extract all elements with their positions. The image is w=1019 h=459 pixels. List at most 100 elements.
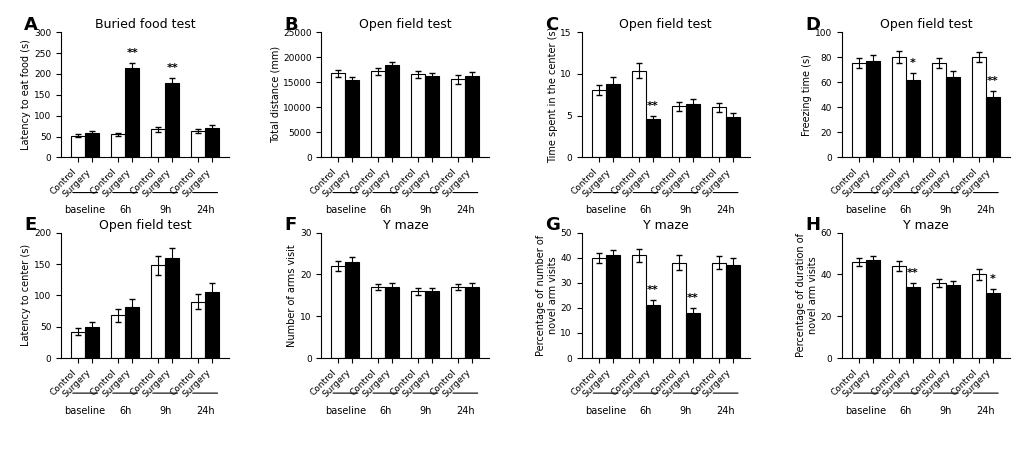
Text: B: B bbox=[284, 16, 298, 34]
Bar bbox=[605, 84, 619, 157]
Text: H: H bbox=[804, 216, 819, 235]
Bar bbox=[671, 263, 685, 358]
Text: baseline: baseline bbox=[64, 205, 106, 215]
Text: 9h: 9h bbox=[679, 205, 691, 215]
Bar bbox=[971, 274, 984, 358]
Text: baseline: baseline bbox=[845, 205, 886, 215]
Text: 9h: 9h bbox=[419, 406, 431, 416]
Text: baseline: baseline bbox=[64, 406, 106, 416]
Bar bbox=[905, 80, 919, 157]
Text: 9h: 9h bbox=[938, 406, 951, 416]
Y-axis label: Percentage of number of
novel arm visits: Percentage of number of novel arm visits bbox=[536, 235, 557, 356]
Bar bbox=[891, 57, 905, 157]
Title: Open field test: Open field test bbox=[619, 18, 711, 31]
Bar bbox=[385, 65, 399, 157]
Text: **: ** bbox=[646, 285, 658, 295]
Text: **: ** bbox=[126, 48, 138, 58]
Text: 6h: 6h bbox=[119, 205, 131, 215]
Y-axis label: Total distance (mm): Total distance (mm) bbox=[270, 46, 280, 143]
Y-axis label: Freezing time (s): Freezing time (s) bbox=[801, 54, 811, 136]
Text: 9h: 9h bbox=[938, 205, 951, 215]
Bar bbox=[125, 67, 139, 157]
Bar bbox=[851, 63, 865, 157]
Bar bbox=[71, 332, 86, 358]
Bar bbox=[385, 287, 399, 358]
Bar bbox=[451, 79, 465, 157]
Bar bbox=[971, 57, 984, 157]
Y-axis label: Latency to eat food (s): Latency to eat food (s) bbox=[21, 39, 32, 150]
Bar bbox=[984, 293, 999, 358]
Text: A: A bbox=[24, 16, 38, 34]
Text: 24h: 24h bbox=[455, 205, 474, 215]
Bar bbox=[165, 83, 179, 157]
Bar bbox=[151, 265, 165, 358]
Title: Open field test: Open field test bbox=[878, 18, 971, 31]
Text: 24h: 24h bbox=[455, 406, 474, 416]
Bar bbox=[605, 255, 619, 358]
Bar bbox=[205, 292, 219, 358]
Bar bbox=[71, 136, 86, 157]
Bar bbox=[465, 287, 479, 358]
Title: Open field test: Open field test bbox=[99, 218, 192, 231]
Bar bbox=[205, 128, 219, 157]
Bar bbox=[865, 61, 879, 157]
Bar bbox=[725, 265, 739, 358]
Text: 24h: 24h bbox=[196, 406, 214, 416]
Title: Y maze: Y maze bbox=[382, 218, 428, 231]
Text: G: G bbox=[544, 216, 559, 235]
Text: **: ** bbox=[986, 76, 998, 86]
Bar bbox=[631, 71, 645, 157]
Bar bbox=[191, 302, 205, 358]
Text: 6h: 6h bbox=[119, 406, 131, 416]
Bar bbox=[425, 76, 439, 157]
Text: 9h: 9h bbox=[679, 406, 691, 416]
Bar bbox=[331, 266, 345, 358]
Bar bbox=[945, 77, 959, 157]
Text: F: F bbox=[284, 216, 297, 235]
Bar bbox=[851, 262, 865, 358]
Bar bbox=[631, 255, 645, 358]
Bar bbox=[345, 80, 359, 157]
Bar bbox=[111, 134, 125, 157]
Text: *: * bbox=[988, 274, 995, 284]
Bar bbox=[125, 307, 139, 358]
Bar bbox=[671, 106, 685, 157]
Bar bbox=[591, 258, 605, 358]
Bar bbox=[905, 287, 919, 358]
Y-axis label: Percentage of duration of
novel arm visits: Percentage of duration of novel arm visi… bbox=[796, 233, 817, 358]
Text: baseline: baseline bbox=[585, 205, 626, 215]
Text: C: C bbox=[544, 16, 557, 34]
Bar bbox=[331, 73, 345, 157]
Bar bbox=[645, 305, 659, 358]
Bar bbox=[451, 287, 465, 358]
Text: baseline: baseline bbox=[324, 406, 366, 416]
Y-axis label: Latency to center (s): Latency to center (s) bbox=[21, 244, 32, 347]
Bar bbox=[86, 327, 99, 358]
Bar bbox=[345, 262, 359, 358]
Bar bbox=[891, 266, 905, 358]
Text: E: E bbox=[24, 216, 37, 235]
Bar bbox=[931, 283, 945, 358]
Text: **: ** bbox=[906, 268, 918, 278]
Bar bbox=[425, 291, 439, 358]
Text: 24h: 24h bbox=[196, 205, 214, 215]
Bar bbox=[111, 315, 125, 358]
Title: Y maze: Y maze bbox=[642, 218, 688, 231]
Bar bbox=[591, 90, 605, 157]
Text: 6h: 6h bbox=[379, 406, 391, 416]
Bar bbox=[865, 260, 879, 358]
Text: 9h: 9h bbox=[159, 406, 171, 416]
Bar bbox=[86, 133, 99, 157]
Bar bbox=[411, 291, 425, 358]
Bar bbox=[465, 76, 479, 157]
Text: 24h: 24h bbox=[715, 205, 734, 215]
Text: 24h: 24h bbox=[975, 205, 995, 215]
Bar bbox=[931, 63, 945, 157]
Bar bbox=[711, 107, 725, 157]
Text: 6h: 6h bbox=[379, 205, 391, 215]
Y-axis label: Number of arms visit: Number of arms visit bbox=[287, 244, 298, 347]
Text: 24h: 24h bbox=[975, 406, 995, 416]
Text: **: ** bbox=[166, 63, 178, 73]
Bar bbox=[945, 285, 959, 358]
Text: 24h: 24h bbox=[715, 406, 734, 416]
